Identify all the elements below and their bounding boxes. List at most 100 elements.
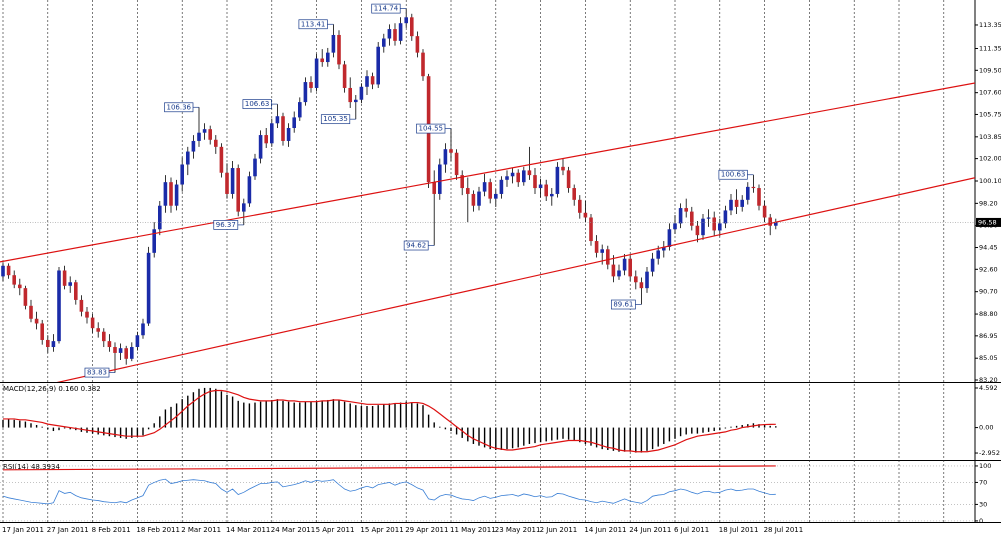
macd-bar — [226, 394, 228, 428]
macd-bar — [763, 424, 766, 428]
candle-body — [729, 199, 733, 211]
macd-bar — [299, 402, 301, 428]
macd-bar — [2, 419, 4, 428]
x-tick-label: 6 Jul 2011 — [674, 526, 709, 534]
candle-body — [740, 199, 744, 207]
candle-body — [370, 76, 375, 85]
candle-body — [757, 188, 761, 206]
y-tick-label: 111.35 — [979, 45, 1001, 53]
macd-bar — [366, 406, 368, 428]
candle-body — [79, 299, 84, 312]
candle-body — [303, 82, 308, 103]
macd-bar — [523, 427, 525, 446]
macd-bar — [607, 427, 609, 450]
macd-bar — [489, 427, 491, 450]
macd-bar — [243, 402, 245, 428]
rsi-title: RSI(14) 48.3934 — [3, 463, 60, 471]
candle-body — [690, 211, 694, 226]
y-tick-label: 4.592 — [979, 384, 998, 392]
macd-bar — [646, 427, 648, 451]
y-tick-label: 0.00 — [979, 424, 993, 432]
macd-bar — [282, 400, 284, 428]
candle-body — [718, 223, 722, 231]
candle-body — [533, 175, 537, 189]
candle-body — [18, 284, 22, 289]
x-tick-label: 18 Feb 2011 — [136, 526, 180, 534]
macd-bar — [517, 427, 519, 448]
candle-body — [751, 186, 756, 189]
macd-bar — [231, 396, 234, 428]
macd-bar — [612, 427, 615, 451]
macd-bar — [601, 427, 603, 450]
macd-bar — [478, 427, 480, 446]
y-tick-label: 100.10 — [979, 177, 1001, 185]
candle-body — [208, 129, 212, 140]
candle-body — [6, 265, 11, 276]
macd-bar — [595, 427, 598, 448]
candle-body — [247, 176, 252, 204]
macd-bar — [114, 427, 116, 438]
x-tick-label: 18 Jul 2011 — [719, 526, 759, 534]
candle-body — [667, 229, 672, 247]
candle-body — [550, 193, 554, 197]
x-tick-label: 2 Jun 2011 — [540, 526, 578, 534]
macd-bar — [13, 419, 15, 428]
candle-body — [494, 193, 498, 199]
macd-bar — [455, 427, 458, 435]
candle-body — [701, 218, 705, 236]
macd-bar — [422, 405, 424, 428]
macd-bar — [623, 427, 626, 452]
macd-bar — [719, 427, 721, 431]
candle-body — [572, 188, 576, 200]
candle-body — [650, 258, 655, 272]
macd-bar — [147, 427, 150, 430]
macd-bar — [248, 403, 251, 428]
candle-body — [499, 179, 504, 194]
macd-bar — [259, 401, 262, 428]
candle-body — [102, 331, 106, 342]
macd-bar — [271, 399, 273, 428]
macd-bar — [702, 427, 704, 433]
macd-bar — [713, 427, 715, 432]
candle-body — [270, 123, 274, 144]
macd-bar — [573, 427, 575, 441]
callouts: 106.36 106.63 113.41 114.74 105.35 96.37… — [84, 3, 754, 378]
macd-bar — [170, 406, 172, 428]
candle-body — [466, 188, 470, 194]
candle-body — [578, 199, 582, 213]
macd-bar — [371, 406, 374, 428]
macd-bar — [355, 405, 357, 428]
macd-bar — [287, 401, 290, 428]
candle-body — [454, 152, 459, 176]
callout-label: 89.61 — [613, 301, 633, 309]
macd-bar — [377, 405, 379, 428]
candle-body — [354, 99, 358, 103]
macd-bar — [30, 423, 32, 428]
macd-bar — [663, 427, 665, 444]
y-tick-label: 30 — [979, 500, 987, 508]
macd-bar — [769, 425, 771, 428]
macd-bar — [237, 400, 239, 428]
callout-label: 105.35 — [323, 115, 348, 123]
macd-bar — [590, 427, 592, 446]
macd-bar — [69, 427, 71, 430]
candle-body — [57, 270, 61, 342]
callout-label: 106.63 — [245, 100, 270, 108]
candle-body — [152, 229, 156, 253]
macd-bar — [293, 402, 295, 428]
y-tick-label: 86.95 — [979, 332, 998, 340]
y-tick-label: 98.20 — [979, 199, 998, 207]
candle-body — [219, 146, 224, 173]
x-tick-label: 17 Jan 2011 — [2, 526, 44, 534]
macd-bar — [19, 420, 21, 428]
candle-body — [678, 208, 683, 224]
candle-body — [135, 335, 140, 348]
macd-bar — [467, 427, 469, 442]
candle-body — [90, 317, 95, 329]
macd-bar — [461, 427, 463, 438]
candle-body — [606, 249, 610, 265]
candle-body — [488, 182, 492, 199]
macd-bar — [685, 427, 687, 435]
